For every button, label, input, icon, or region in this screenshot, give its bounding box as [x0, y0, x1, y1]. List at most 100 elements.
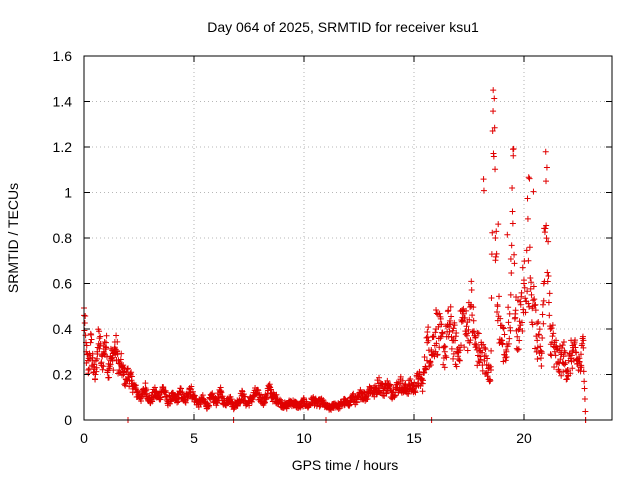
data-point-marker	[440, 361, 447, 368]
data-point-marker	[507, 255, 514, 262]
data-point-marker	[206, 402, 213, 409]
data-point-marker	[92, 371, 99, 378]
data-point-marker	[478, 349, 485, 356]
data-point-marker	[543, 222, 550, 229]
data-point-marker	[511, 251, 518, 258]
data-point-marker	[505, 340, 512, 347]
data-point-marker	[480, 187, 487, 194]
data-point-marker	[101, 339, 108, 346]
data-point-marker	[463, 307, 470, 314]
data-point-marker	[463, 323, 470, 330]
data-point-marker	[559, 342, 566, 349]
data-point-marker	[508, 269, 515, 276]
data-point-marker	[530, 283, 537, 290]
data-point-marker	[563, 368, 570, 375]
data-point-marker	[353, 399, 360, 406]
data-point-marker	[469, 312, 476, 319]
data-point-marker	[490, 87, 497, 94]
data-point-marker	[488, 295, 495, 302]
data-point-marker	[521, 284, 528, 291]
data-point-marker	[412, 389, 419, 396]
data-point-marker	[519, 264, 526, 271]
data-point-marker	[85, 370, 92, 377]
y-tick-label: 1.4	[53, 94, 73, 110]
data-point-marker	[120, 362, 127, 369]
data-point-marker	[103, 353, 110, 360]
data-point-marker	[520, 277, 527, 284]
data-point-marker	[509, 184, 516, 191]
data-point-marker	[579, 340, 586, 347]
data-point-marker	[532, 345, 539, 352]
data-point-marker	[577, 351, 584, 358]
data-point-marker	[487, 377, 494, 384]
data-point-marker	[237, 399, 244, 406]
data-point-marker	[96, 328, 103, 335]
data-point-marker	[527, 285, 534, 292]
data-point-marker	[537, 355, 544, 362]
data-point-marker	[445, 333, 452, 340]
data-point-marker	[99, 366, 106, 373]
data-point-marker	[452, 337, 459, 344]
data-point-marker	[82, 313, 89, 320]
data-point-marker	[94, 350, 101, 357]
data-point-marker	[557, 356, 564, 363]
data-point-marker	[267, 386, 274, 393]
data-point-marker	[499, 324, 506, 331]
data-point-marker	[128, 373, 135, 380]
data-point-marker	[113, 332, 120, 339]
data-point-marker	[466, 316, 473, 323]
data-point-marker	[421, 354, 428, 361]
data-point-marker	[572, 337, 579, 344]
data-point-marker	[528, 279, 535, 286]
data-point-marker	[466, 339, 473, 346]
chart-title: Day 064 of 2025, SRMTID for receiver ksu…	[207, 19, 479, 35]
data-point-marker	[188, 383, 195, 390]
data-point-marker	[562, 359, 569, 366]
data-point-marker	[278, 397, 285, 404]
data-point-marker	[174, 399, 181, 406]
data-point-marker	[568, 352, 575, 359]
data-point-marker	[450, 355, 457, 362]
data-point-marker	[515, 326, 522, 333]
data-point-marker	[417, 383, 424, 390]
data-point-marker	[384, 377, 391, 384]
x-tick-label: 10	[296, 430, 312, 446]
data-point-marker	[480, 341, 487, 348]
data-point-marker	[545, 299, 552, 306]
data-point-marker	[518, 289, 525, 296]
data-point-marker	[501, 331, 508, 338]
data-point-marker	[121, 381, 128, 388]
data-point-marker	[497, 315, 504, 322]
data-point-marker	[500, 325, 507, 332]
data-point-marker	[475, 330, 482, 337]
data-point-marker	[113, 347, 120, 354]
data-point-marker	[483, 361, 490, 368]
data-point-marker	[521, 258, 528, 265]
data-point-marker	[175, 398, 182, 405]
data-point-marker	[128, 369, 135, 376]
data-point-marker	[255, 387, 262, 394]
data-point-marker	[581, 385, 588, 392]
data-point-marker	[228, 396, 235, 403]
data-point-marker	[461, 314, 468, 321]
data-point-marker	[525, 300, 532, 307]
data-point-marker	[124, 366, 131, 373]
data-point-marker	[103, 332, 110, 339]
data-point-marker	[481, 344, 488, 351]
data-point-marker	[425, 324, 432, 331]
data-point-marker	[544, 269, 551, 276]
data-point-marker	[100, 363, 107, 370]
data-point-marker	[514, 346, 521, 353]
data-point-marker	[531, 302, 538, 309]
data-point-marker	[470, 317, 477, 324]
data-point-marker	[112, 346, 119, 353]
y-tick-label: 0.2	[53, 367, 73, 383]
data-point-marker	[534, 355, 541, 362]
data-point-marker	[453, 363, 460, 370]
grid	[84, 56, 612, 420]
data-point-marker	[442, 352, 449, 359]
y-axis-label: SRMTID / TECUs	[5, 183, 21, 293]
data-point-marker	[142, 387, 149, 394]
data-point-marker	[490, 153, 497, 160]
